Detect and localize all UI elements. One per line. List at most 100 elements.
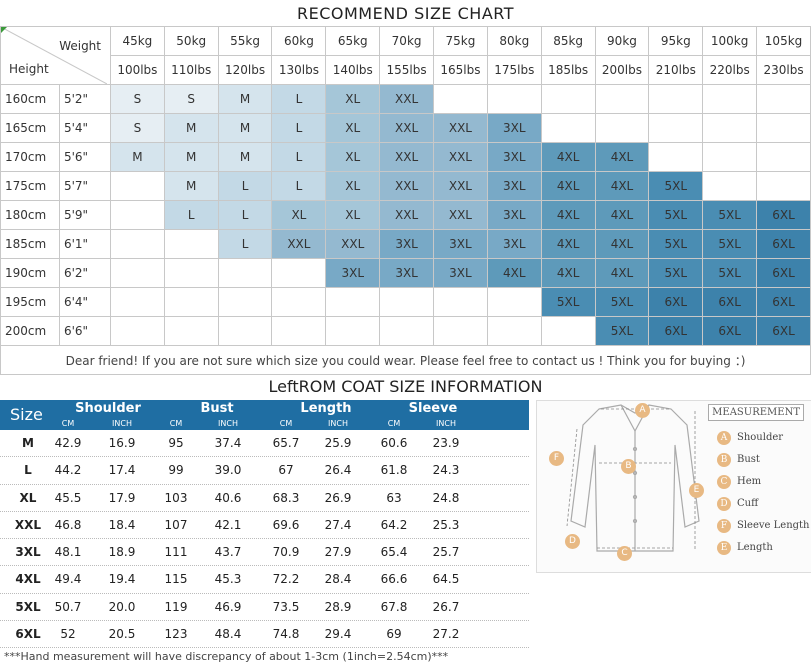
unit-inch: INCH (112, 419, 132, 428)
legend-shoulder: A Shoulder (717, 431, 783, 445)
size-cell: 3XL (486, 171, 542, 201)
size-cell (433, 287, 488, 317)
size-cell: M (217, 142, 273, 172)
coat-size-label: XL (19, 490, 37, 505)
size-cell (217, 258, 273, 288)
coat-measure-value: 17.9 (108, 490, 136, 505)
size-cell (540, 316, 596, 346)
size-cell: L (271, 142, 327, 172)
size-cell (756, 142, 811, 172)
legend-label: Shoulder (737, 432, 784, 443)
coat-measure-value: 64.5 (432, 572, 460, 587)
coat-measure-value: 26.7 (432, 599, 460, 614)
size-cell (325, 316, 381, 346)
size-cell: M (109, 142, 165, 172)
size-cell (702, 113, 758, 143)
size-cell: M (163, 113, 219, 143)
size-cell: 4XL (594, 171, 650, 201)
coat-size-label: XXL (14, 517, 42, 532)
size-cell: 6XL (702, 316, 758, 346)
size-row-190cm: 190cm 6'2" 3XL 3XL 3XL 4XL 4XL 4XL 5XL 5XL 6XL (0, 258, 811, 288)
size-cell: L (217, 171, 273, 201)
coat-measure-value: 25.7 (432, 545, 460, 560)
size-cell: 5XL (702, 258, 758, 288)
legend-badge-icon: E (717, 541, 731, 555)
size-cell: XXL (379, 142, 435, 172)
size-cell (217, 316, 273, 346)
weight-kg-0: 45kg (109, 26, 165, 56)
coat-info-title: LeftROM COAT SIZE INFORMATION (268, 377, 543, 396)
size-cell (109, 229, 165, 259)
legend-badge-icon: C (717, 475, 731, 489)
coat-measure-value: 73.5 (272, 599, 300, 614)
size-cell: 4XL (540, 258, 596, 288)
weight-lbs-10: 210lbs (648, 55, 704, 85)
coat-group-bust: Bust (200, 401, 234, 416)
size-cell: XXL (433, 142, 488, 172)
size-cell (271, 316, 327, 346)
size-cell: S (109, 113, 165, 143)
weight-kg-5: 70kg (379, 26, 435, 56)
size-row-195cm: 195cm 6'4" 5XL 5XL 6XL 6XL 6XL (0, 287, 811, 317)
weight-kg-10: 95kg (648, 26, 704, 56)
size-cell: XXL (379, 84, 435, 114)
size-cell (756, 113, 811, 143)
size-cell: 3XL (486, 142, 542, 172)
size-cell: M (163, 142, 219, 172)
coat-measure-value: 18.9 (108, 545, 136, 560)
size-cell (540, 84, 596, 114)
size-cell: 3XL (486, 229, 542, 259)
size-cell: 5XL (648, 171, 704, 201)
coat-size-label: 4XL (15, 572, 41, 587)
size-cell: 6XL (756, 258, 811, 288)
weight-kg-7: 80kg (486, 26, 542, 56)
weight-lbs-9: 200lbs (594, 55, 650, 85)
weight-lbs-4: 140lbs (325, 55, 381, 85)
coat-measure-value: 45.5 (54, 490, 82, 505)
size-cell (756, 171, 811, 201)
coat-measure-value: 48.1 (54, 545, 82, 560)
coat-badge-b-icon: B (621, 459, 636, 474)
size-row-180cm: 180cm 5'9" L L XL XL XXL XXL 3XL 4XL 4XL 5XL 5XL 6XL (0, 200, 811, 230)
weight-kg-12: 105kg (756, 26, 811, 56)
size-cell (594, 113, 650, 143)
size-cell (648, 142, 704, 172)
size-cell (109, 171, 165, 201)
size-cell (756, 84, 811, 114)
coat-measure-value: 46.8 (54, 517, 82, 532)
size-cell (325, 287, 381, 317)
coat-row: L 44.2 17.4 99 39.0 67 26.4 61.8 24.3 (0, 457, 529, 485)
coat-measure-value: 26.9 (324, 490, 352, 505)
size-cell: 3XL (379, 229, 435, 259)
height-ft: 6'2" (58, 258, 111, 288)
weight-kg-4: 65kg (325, 26, 381, 56)
size-cell: 5XL (540, 287, 596, 317)
height-cm: 160cm (0, 84, 60, 114)
size-cell (433, 84, 488, 114)
coat-size-table: Size Shoulder Bust Length Sleeve CM INCH CM INC… (0, 400, 529, 663)
coat-measure-value: 48.4 (214, 627, 242, 642)
height-cm: 185cm (0, 229, 60, 259)
size-cell: 4XL (594, 229, 650, 259)
unit-cm: CM (169, 419, 183, 428)
coat-measure-value: 99 (168, 463, 184, 478)
weight-kg-11: 100kg (702, 26, 758, 56)
coat-measure-value: 67.8 (380, 599, 408, 614)
coat-row: 4XL 49.4 19.4 115 45.3 72.2 28.4 66.6 64.5 (0, 566, 529, 594)
size-cell (109, 287, 165, 317)
coat-measure-value: 16.9 (108, 436, 136, 450)
size-cell: 5XL (594, 287, 650, 317)
coat-measure-value: 46.9 (214, 599, 242, 614)
size-chart-title: RECOMMEND SIZE CHART (297, 4, 514, 23)
size-cell: 5XL (702, 229, 758, 259)
coat-badge-a-icon: A (635, 403, 650, 418)
coat-measure-value: 28.9 (324, 599, 352, 614)
size-cell: 4XL (486, 258, 542, 288)
size-cell: 3XL (433, 229, 488, 259)
height-ft: 5'4" (58, 113, 111, 143)
height-ft: 6'1" (58, 229, 111, 259)
coat-measure-value: 26.4 (324, 463, 352, 478)
coat-measure-value: 103 (164, 490, 188, 505)
height-ft: 5'7" (58, 171, 111, 201)
size-cell: 4XL (540, 200, 596, 230)
